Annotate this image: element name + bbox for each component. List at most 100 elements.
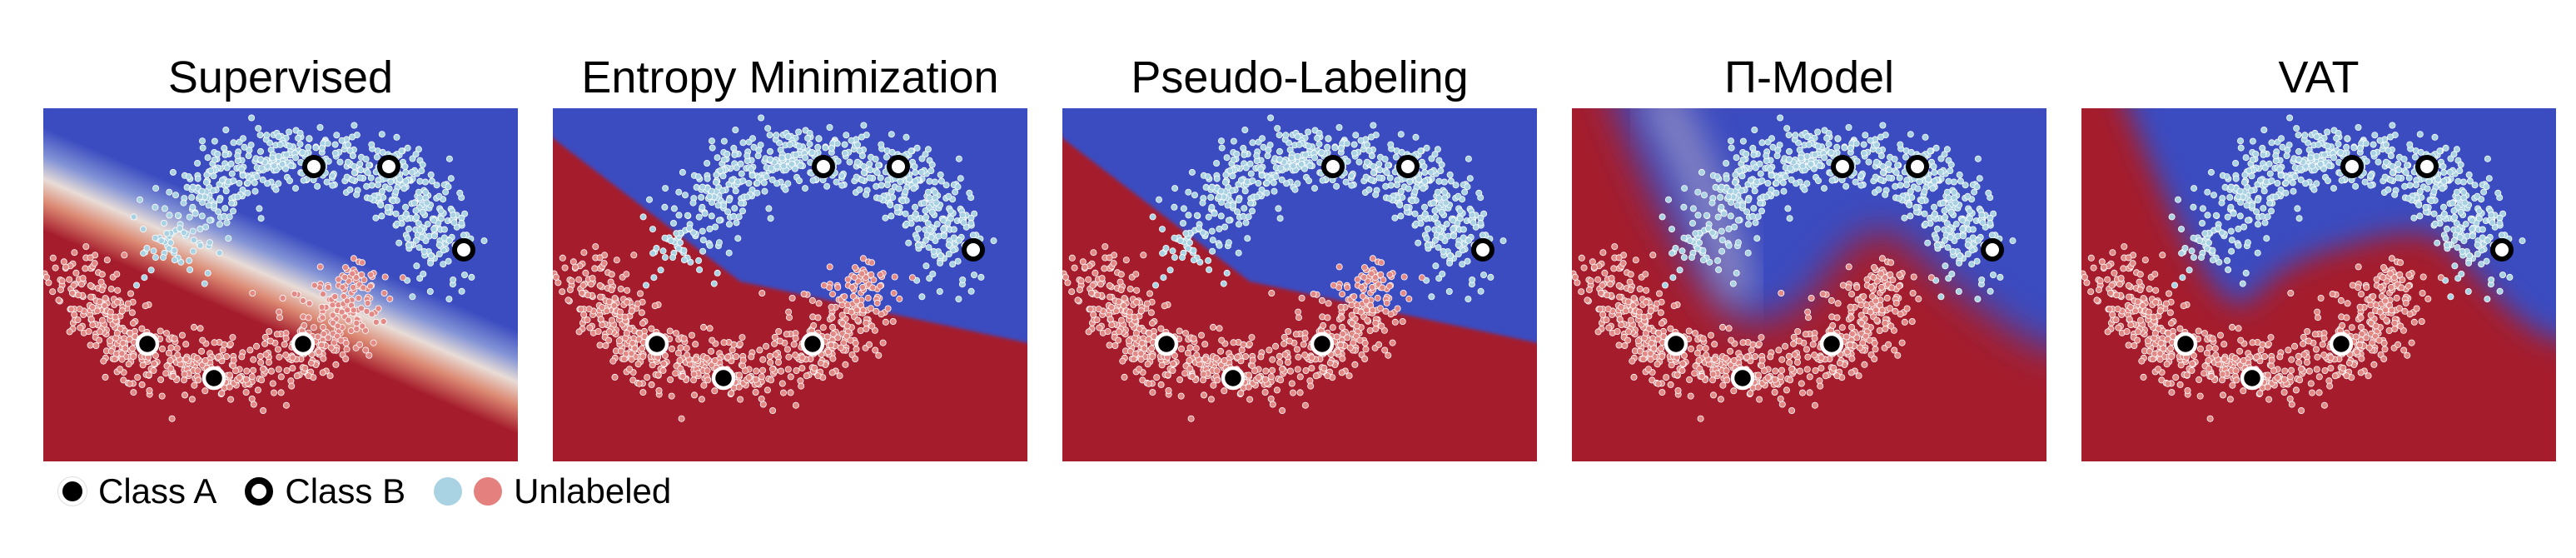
unlabeled-point	[584, 316, 591, 324]
unlabeled-point	[167, 239, 174, 247]
unlabeled-point	[755, 147, 763, 154]
unlabeled-point	[1106, 316, 1114, 323]
unlabeled-point	[450, 219, 458, 227]
unlabeled-point	[1885, 174, 1892, 182]
unlabeled-point	[817, 359, 824, 366]
unlabeled-point	[657, 267, 664, 274]
unlabeled-point	[1076, 286, 1083, 293]
unlabeled-point	[1169, 247, 1176, 255]
unlabeled-point	[1264, 152, 1271, 160]
unlabeled-point	[848, 137, 855, 144]
unlabeled-point	[1777, 114, 1784, 122]
unlabeled-point	[1828, 177, 1836, 184]
unlabeled-point	[766, 352, 773, 360]
unlabeled-point	[1216, 325, 1223, 332]
unlabeled-point	[440, 226, 448, 233]
unlabeled-point	[731, 205, 738, 212]
unlabeled-point	[876, 282, 883, 290]
unlabeled-point	[1269, 401, 1276, 408]
unlabeled-point	[202, 223, 210, 231]
unlabeled-point	[282, 351, 290, 359]
unlabeled-point	[1883, 294, 1891, 301]
unlabeled-point	[173, 345, 181, 352]
unlabeled-point	[764, 125, 772, 132]
unlabeled-point	[922, 262, 930, 270]
unlabeled-point	[359, 259, 366, 267]
unlabeled-point	[1793, 359, 1801, 366]
unlabeled-point	[1399, 317, 1406, 325]
unlabeled-point	[182, 341, 190, 348]
unlabeled-point	[96, 336, 103, 344]
unlabeled-point	[186, 213, 193, 221]
unlabeled-point	[704, 175, 711, 182]
unlabeled-point	[922, 213, 930, 221]
unlabeled-point	[1872, 297, 1879, 305]
unlabeled-point	[1955, 287, 1962, 295]
unlabeled-point	[905, 239, 913, 247]
unlabeled-point	[276, 314, 283, 321]
unlabeled-point	[1093, 316, 1101, 324]
unlabeled-point	[1862, 132, 1869, 139]
unlabeled-point	[711, 387, 719, 395]
unlabeled-point	[301, 321, 308, 329]
unlabeled-point	[752, 376, 759, 383]
unlabeled-point	[261, 340, 269, 347]
unlabeled-point	[611, 295, 619, 302]
unlabeled-point	[1263, 189, 1271, 197]
unlabeled-point	[1772, 367, 1779, 375]
unlabeled-point	[731, 151, 738, 158]
unlabeled-point	[918, 168, 925, 176]
unlabeled-point	[785, 308, 793, 316]
unlabeled-point	[1188, 168, 1196, 176]
unlabeled-points-class-b	[639, 114, 997, 303]
unlabeled-point	[1184, 245, 1191, 252]
unlabeled-point	[1224, 202, 1231, 209]
unlabeled-point	[204, 154, 211, 162]
unlabeled-point	[269, 380, 276, 387]
unlabeled-point	[1718, 323, 1726, 331]
unlabeled-point	[1943, 146, 1951, 153]
unlabeled-point	[884, 305, 892, 312]
unlabeled-point	[912, 169, 919, 177]
unlabeled-point	[1635, 308, 1643, 316]
unlabeled-point	[1885, 160, 1892, 167]
unlabeled-point	[1754, 213, 1762, 221]
unlabeled-point	[225, 235, 232, 242]
unlabeled-point	[1245, 383, 1252, 391]
unlabeled-point	[912, 177, 919, 185]
unlabeled-point	[251, 187, 259, 195]
unlabeled-point	[1973, 183, 1981, 191]
unlabeled-point	[585, 306, 593, 313]
unlabeled-point	[738, 199, 745, 207]
unlabeled-point	[458, 287, 465, 295]
unlabeled-point	[1305, 128, 1312, 136]
unlabeled-point	[1248, 207, 1256, 215]
unlabeled-point	[1796, 367, 1803, 375]
unlabeled-point	[96, 298, 103, 306]
unlabeled-point	[1265, 147, 1272, 154]
unlabeled-point	[1808, 294, 1815, 301]
unlabeled-point	[952, 188, 959, 196]
unlabeled-point	[1694, 188, 1702, 196]
unlabeled-point	[710, 280, 718, 287]
unlabeled-point	[408, 168, 415, 176]
unlabeled-point	[281, 341, 288, 348]
unlabeled-point	[1195, 225, 1202, 232]
unlabeled-point	[778, 154, 786, 162]
unlabeled-point	[404, 235, 411, 242]
unlabeled-point	[1268, 289, 1276, 296]
unlabeled-point	[433, 182, 440, 189]
unlabeled-point	[1704, 225, 1712, 232]
unlabeled-point	[1230, 339, 1237, 346]
unlabeled-point	[437, 207, 445, 215]
unlabeled-point	[1133, 298, 1141, 306]
unlabeled-point	[732, 187, 739, 195]
unlabeled-point	[1464, 183, 1471, 191]
unlabeled-point	[157, 327, 164, 335]
unlabeled-point	[163, 230, 171, 237]
unlabeled-point	[608, 271, 615, 278]
unlabeled-point	[1216, 225, 1223, 232]
unlabeled-point	[279, 294, 286, 301]
unlabeled-point	[873, 169, 881, 177]
unlabeled-point	[243, 367, 251, 375]
